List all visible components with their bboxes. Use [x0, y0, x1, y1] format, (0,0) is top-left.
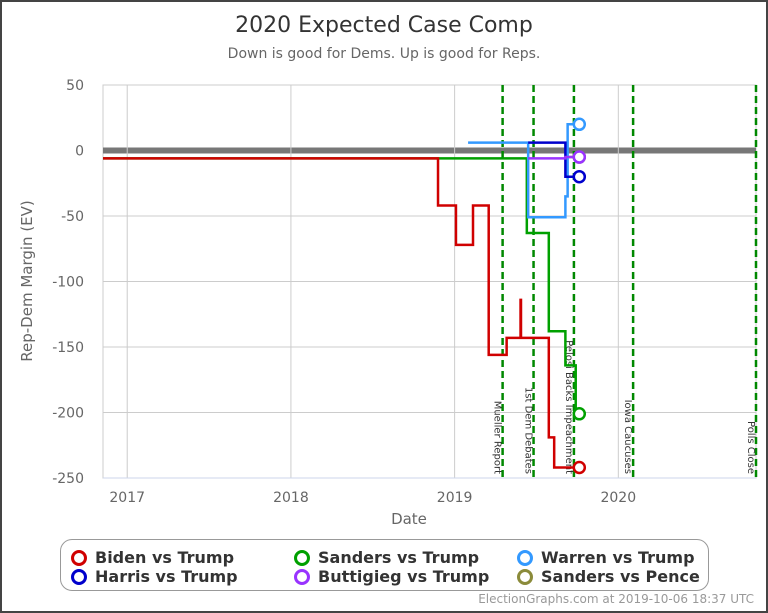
- event-label: Polls Close: [745, 421, 756, 474]
- y-tick-label: 0: [75, 144, 84, 160]
- y-tick-label: -50: [61, 209, 84, 225]
- legend-item[interactable]: Warren vs Trump: [517, 548, 695, 567]
- legend-item[interactable]: Sanders vs Trump: [294, 548, 479, 567]
- series-line: [103, 157, 580, 469]
- y-tick-label: 50: [66, 78, 84, 94]
- legend-label: Warren vs Trump: [541, 548, 695, 567]
- legend-label: Buttigieg vs Trump: [318, 567, 490, 586]
- x-tick-label: 2019: [437, 490, 473, 506]
- legend-marker-icon: [71, 549, 87, 566]
- x-axis-label: Date: [391, 510, 427, 528]
- series-end-marker: [572, 407, 587, 421]
- series-end-marker: [572, 460, 587, 475]
- legend-marker-icon: [517, 568, 533, 585]
- legend-label: Biden vs Trump: [95, 548, 235, 567]
- legend-marker-icon: [294, 549, 310, 566]
- x-tick-label: 2017: [109, 490, 145, 506]
- legend: Biden vs Trump Sanders vs Trump Warren vs …: [60, 539, 709, 591]
- legend-item[interactable]: Harris vs Trump: [71, 567, 238, 586]
- legend-label: Sanders vs Trump: [318, 548, 480, 567]
- chart-subtitle: Down is good for Dems. Up is good for Re…: [228, 46, 541, 62]
- y-tick-label: -150: [52, 340, 84, 356]
- x-tick-label: 2020: [600, 490, 636, 506]
- legend-marker-icon: [71, 568, 87, 585]
- legend-item[interactable]: Biden vs Trump: [71, 548, 234, 567]
- legend-marker-icon: [517, 549, 533, 566]
- event-label: Iowa Caucuses: [622, 400, 633, 474]
- series-line: [528, 155, 580, 160]
- series-line: [103, 157, 580, 416]
- series-end-marker: [572, 150, 587, 164]
- legend-marker-icon: [294, 568, 310, 585]
- legend-label: Sanders vs Pence: [541, 567, 700, 586]
- x-tick-label: 2018: [273, 490, 309, 506]
- event-label: Mueller Report: [492, 401, 503, 474]
- legend-label: Harris vs Trump: [95, 567, 238, 586]
- event-label: Pelosi Backs Impeachment: [563, 340, 574, 474]
- series-end-marker: [572, 169, 587, 184]
- chart-title: 2020 Expected Case Comp: [235, 13, 533, 38]
- legend-item[interactable]: Sanders vs Pence: [517, 567, 700, 586]
- series-line: [468, 123, 580, 219]
- series-end-marker: [572, 117, 587, 132]
- event-label: 1st Dem Debates: [523, 387, 534, 474]
- y-tick-label: -250: [52, 471, 84, 487]
- footer-credit: ElectionGraphs.com at 2019-10-06 18:37 U…: [478, 592, 754, 606]
- y-tick-label: -200: [52, 406, 84, 422]
- y-tick-label: -100: [52, 275, 84, 291]
- series-line: [528, 141, 580, 178]
- y-axis-label: Rep-Dem Margin (EV): [18, 200, 36, 362]
- legend-item[interactable]: Buttigieg vs Trump: [294, 567, 489, 586]
